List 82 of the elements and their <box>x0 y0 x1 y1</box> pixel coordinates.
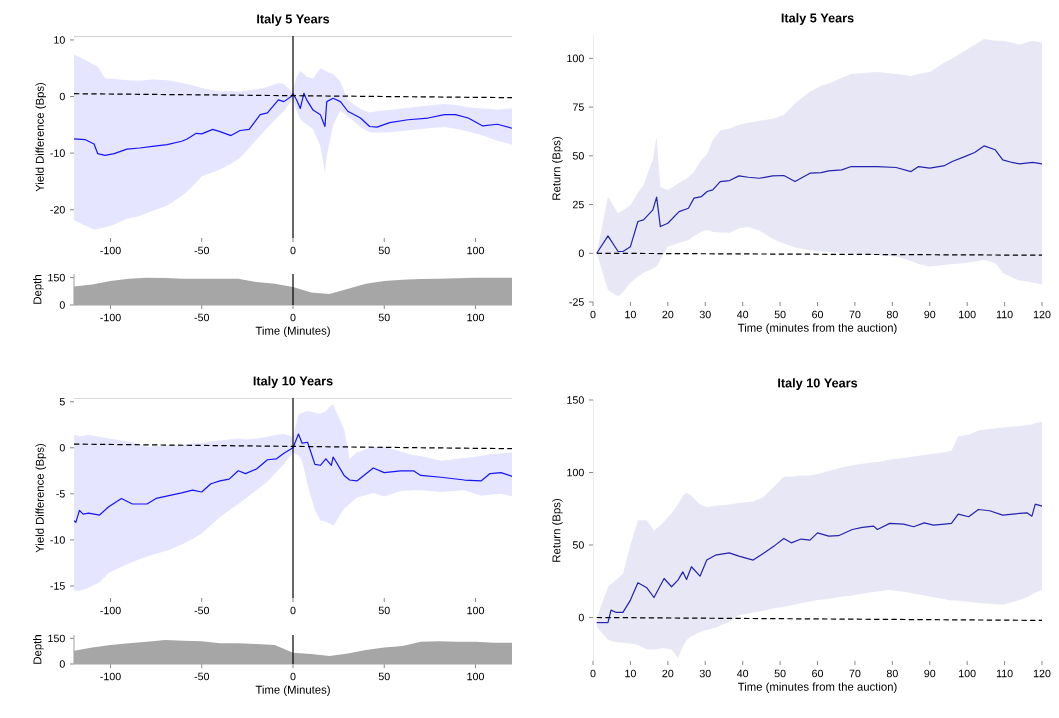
x-tick-label: 0 <box>590 310 596 319</box>
x-axis-title: Time (minutes from the auction) <box>737 323 897 334</box>
x-tick-label: 120 <box>1033 310 1051 319</box>
y-axis-title: Depth <box>33 635 44 664</box>
y-axis-title: Yield Difference (Bps) <box>35 82 47 192</box>
x-tick-label: 50 <box>774 669 786 678</box>
x-tick-label: 70 <box>849 310 861 319</box>
y-axis-title: Depth <box>33 275 44 304</box>
y-tick-label: -10 <box>50 536 65 544</box>
x-tick-label: 80 <box>886 669 898 678</box>
x-tick-label: 100 <box>959 669 976 678</box>
x-tick-label: 0 <box>290 672 296 681</box>
x-tick-label: 80 <box>886 310 898 319</box>
x-tick-label: 100 <box>467 672 484 681</box>
y-tick-label: -10 <box>50 149 65 157</box>
x-tick-label: 0 <box>290 606 296 615</box>
x-tick-label: -100 <box>100 606 121 615</box>
y-tick-label: 50 <box>572 541 584 549</box>
x-tick-label: 110 <box>996 669 1013 678</box>
y-tick-label: 0 <box>59 660 65 668</box>
y-tick-label: -20 <box>50 205 65 214</box>
x-tick-label: 60 <box>812 310 824 319</box>
x-axis-title: Time (minutes from the auction) <box>737 682 897 693</box>
x-axis-title: Time (Minutes) <box>255 326 330 337</box>
x-tick-label: 70 <box>849 669 861 678</box>
x-tick-label: 40 <box>737 310 749 319</box>
y-tick-label: 150 <box>567 396 584 404</box>
y-tick-label: 0 <box>578 613 584 622</box>
y-tick-label: 0 <box>59 444 65 452</box>
x-tick-label: 30 <box>699 669 711 678</box>
y-tick-label: 25 <box>572 200 584 209</box>
x-tick-label: -50 <box>194 313 210 322</box>
x-tick-label: 100 <box>467 313 484 322</box>
y-tick-label: 0 <box>59 301 65 309</box>
x-tick-label: -100 <box>100 246 121 255</box>
x-tick-label: 20 <box>662 669 674 678</box>
y-axis-title: Yield Difference (Bps) <box>35 443 47 553</box>
x-tick-label: 10 <box>625 669 636 678</box>
x-tick-label: 110 <box>996 310 1013 319</box>
x-tick-label: 50 <box>378 672 390 681</box>
y-tick-label: 50 <box>572 152 584 160</box>
x-tick-label: 100 <box>959 310 976 319</box>
y-tick-label: 75 <box>572 103 584 111</box>
x-tick-label: 50 <box>774 310 786 319</box>
x-tick-label: 60 <box>812 669 824 678</box>
x-tick-label: 20 <box>662 310 674 319</box>
x-tick-label: 50 <box>378 313 390 322</box>
y-tick-label: -25 <box>569 298 584 306</box>
y-tick-label: 5 <box>59 397 65 406</box>
y-tick-label: 150 <box>48 273 65 282</box>
x-tick-label: 50 <box>378 606 390 615</box>
x-tick-label: 100 <box>467 246 484 255</box>
x-tick-label: 50 <box>378 246 390 255</box>
x-tick-label: 0 <box>290 246 296 255</box>
x-tick-label: -50 <box>194 672 210 681</box>
y-tick-label: 150 <box>48 634 65 643</box>
y-tick-label: -15 <box>50 582 65 590</box>
x-tick-label: -100 <box>100 313 121 322</box>
chart-title: Italy 5 Years <box>781 13 854 25</box>
chart-title: Italy 10 Years <box>778 378 858 390</box>
x-tick-label: -50 <box>194 606 210 615</box>
x-tick-label: 90 <box>924 310 936 319</box>
x-tick-label: 120 <box>1033 669 1051 678</box>
x-tick-label: -50 <box>194 246 210 255</box>
chart-title: Italy 10 Years <box>253 376 333 388</box>
x-tick-label: 0 <box>590 669 596 678</box>
y-tick-label: 100 <box>567 468 584 477</box>
chart-title: Italy 5 Years <box>257 14 330 26</box>
y-tick-label: 100 <box>567 54 584 63</box>
x-tick-label: -100 <box>100 672 121 681</box>
x-tick-label: 0 <box>290 313 296 322</box>
y-tick-label: 0 <box>59 92 65 101</box>
x-tick-label: 40 <box>737 669 749 678</box>
y-axis-title: Return (Bps) <box>552 499 563 562</box>
x-tick-label: 10 <box>625 310 636 319</box>
x-tick-label: 90 <box>924 669 936 678</box>
x-tick-label: 100 <box>467 606 484 615</box>
x-axis-title: Time (Minutes) <box>255 685 330 696</box>
y-tick-label: -5 <box>56 490 65 498</box>
y-axis-title: Return (Bps) <box>552 137 563 200</box>
x-tick-label: 30 <box>699 310 711 319</box>
y-tick-label: 10 <box>54 36 65 44</box>
